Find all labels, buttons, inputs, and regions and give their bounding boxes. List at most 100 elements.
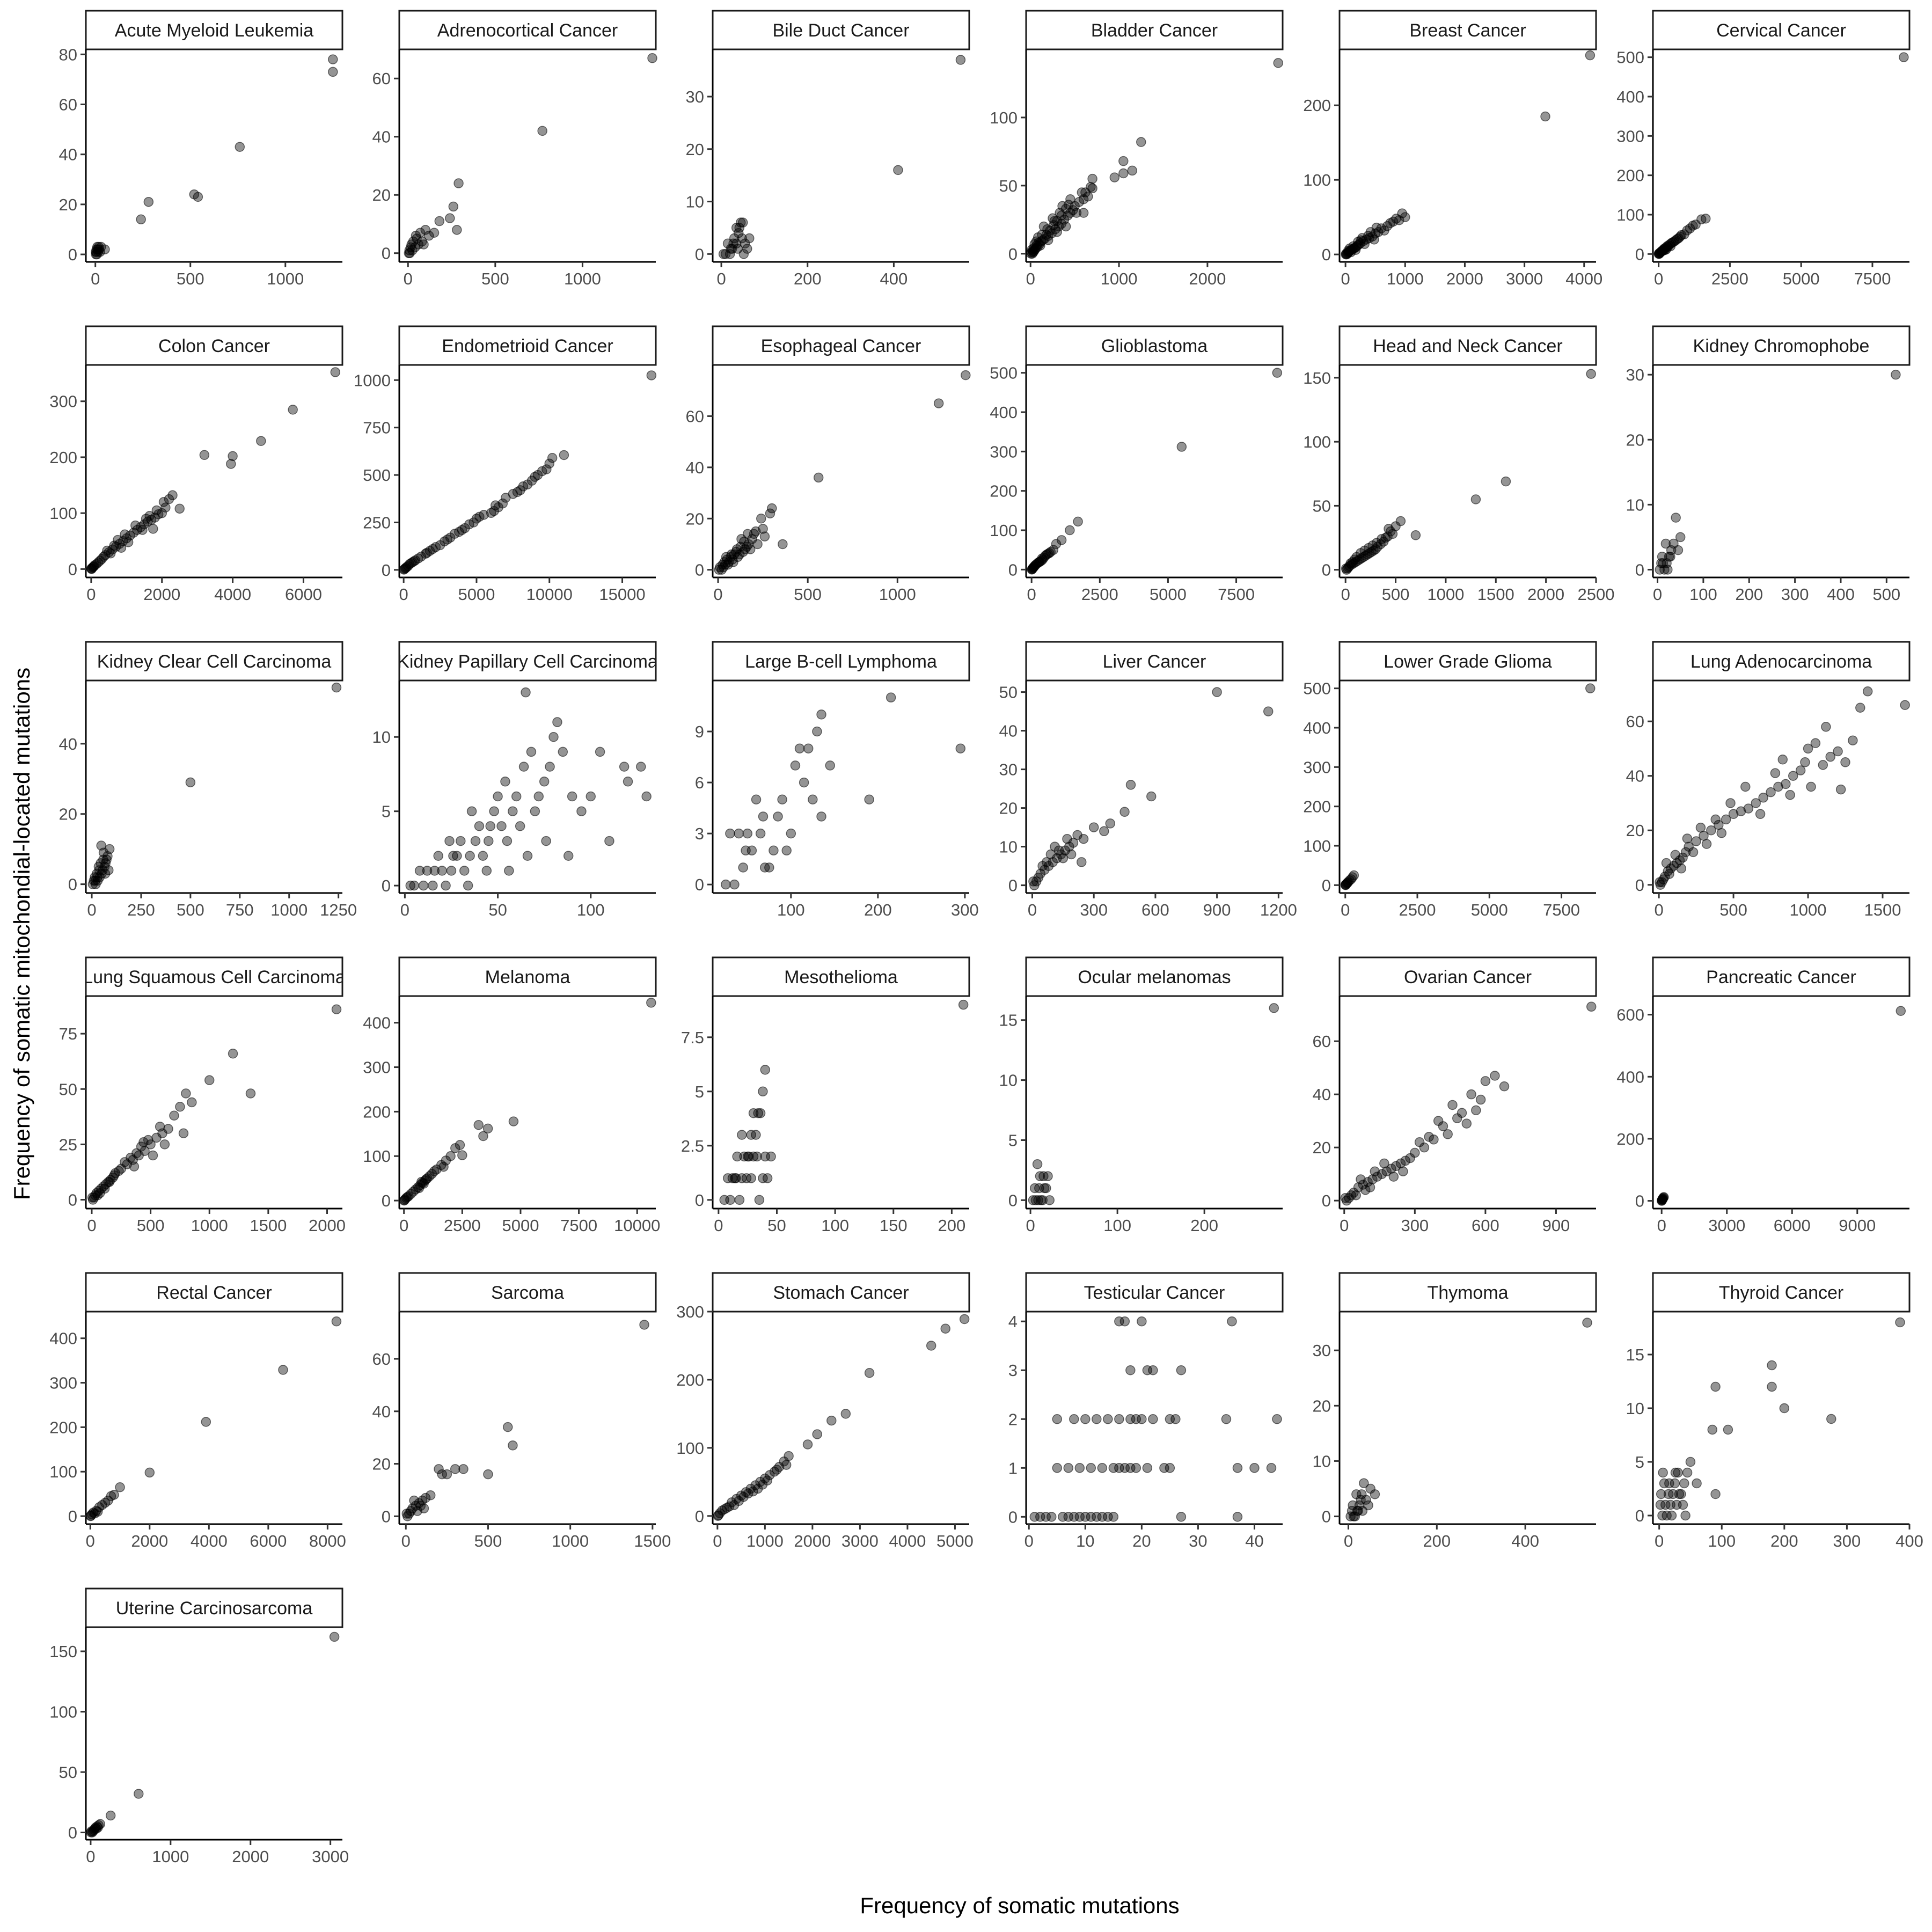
data-point	[1398, 1166, 1408, 1176]
data-point	[486, 508, 496, 518]
data-point	[169, 1110, 179, 1121]
data-point	[1680, 1510, 1690, 1521]
x-tick-label: 0	[713, 1532, 722, 1550]
data-point	[720, 249, 731, 259]
y-tick-label: 0	[1008, 560, 1018, 579]
x-tick-label: 600	[1141, 901, 1169, 919]
data-point	[1381, 1166, 1392, 1176]
data-point	[1146, 791, 1157, 802]
data-point	[278, 1365, 288, 1375]
data-point	[1052, 226, 1062, 237]
y-tick-label: 2.5	[681, 1137, 704, 1155]
y-tick-label: 100	[363, 1147, 391, 1166]
data-point	[512, 487, 523, 497]
y-tick-label: 0	[382, 876, 391, 895]
data-point	[1071, 208, 1082, 218]
data-point	[1701, 839, 1712, 849]
data-point	[1659, 1478, 1670, 1489]
y-tick-label: 60	[1626, 712, 1644, 731]
y-tick-label: 100	[49, 504, 77, 523]
data-point	[433, 851, 443, 861]
data-point	[1087, 183, 1097, 194]
data-point	[1227, 1316, 1237, 1327]
data-point	[441, 880, 451, 891]
data-point	[1051, 539, 1062, 549]
data-point	[151, 505, 162, 516]
data-point	[288, 405, 298, 415]
data-point	[769, 845, 779, 856]
facet-panel: Colon Cancer 0 2000 4000 6000 0 100 200 300	[49, 325, 343, 604]
data-point	[1034, 557, 1044, 567]
data-point	[1232, 1463, 1243, 1473]
data-point	[563, 851, 574, 861]
data-point	[1372, 1172, 1382, 1182]
data-point	[515, 821, 525, 831]
y-tick-label: 40	[1626, 767, 1644, 786]
data-point	[444, 836, 455, 846]
data-point	[786, 828, 796, 839]
data-point	[1212, 687, 1222, 697]
data-point	[411, 230, 421, 241]
y-tick-label: 30	[1626, 365, 1644, 384]
data-point	[731, 1173, 741, 1183]
x-tick-label: 3000	[1506, 269, 1543, 288]
data-point	[955, 55, 966, 65]
x-tick-label: 40	[1245, 1532, 1263, 1550]
data-point	[1032, 1159, 1043, 1169]
data-point	[90, 1508, 100, 1519]
y-tick-label: 2	[1008, 1410, 1018, 1429]
data-point	[1078, 208, 1089, 218]
y-tick-label: 40	[372, 1402, 391, 1421]
data-point	[1080, 1512, 1091, 1522]
x-tick-label: 750	[226, 901, 254, 919]
y-tick-label: 200	[1303, 797, 1331, 816]
data-point	[1706, 825, 1716, 836]
data-point	[245, 1088, 256, 1099]
data-point	[1670, 1478, 1680, 1489]
data-point	[752, 1483, 763, 1494]
data-point	[1391, 1161, 1401, 1172]
y-tick-label: 0	[68, 560, 77, 579]
data-point	[752, 1151, 762, 1162]
x-tick-label: 0	[86, 585, 96, 604]
data-point	[1029, 880, 1040, 890]
y-tick-label: 60	[372, 1350, 391, 1368]
y-tick-label: 5	[1635, 1453, 1644, 1472]
data-point	[1466, 1089, 1476, 1100]
data-point	[1088, 822, 1099, 832]
y-tick-label: 20	[1313, 1138, 1331, 1157]
data-point	[955, 743, 966, 753]
data-point	[1767, 1381, 1777, 1392]
facet-title: Stomach Cancer	[773, 1283, 909, 1303]
data-point	[415, 1501, 426, 1511]
facet-panel: Liver Cancer 0 300 600 900 1200 0 10 20 30 40 50	[999, 641, 1297, 919]
y-tick-label: 10	[1313, 1452, 1331, 1470]
data-point	[92, 1190, 103, 1201]
y-tick-label: 200	[49, 1418, 77, 1437]
y-tick-label: 300	[990, 442, 1018, 461]
data-point	[1499, 1081, 1510, 1092]
data-point	[548, 731, 559, 742]
y-tick-label: 500	[990, 364, 1018, 383]
data-point	[1751, 798, 1761, 808]
data-point	[1695, 822, 1706, 833]
y-tick-label: 200	[1616, 1130, 1644, 1148]
facet-panel: Bile Duct Cancer 0 200 400 0 10 20 30	[686, 10, 970, 288]
data-point	[1821, 722, 1831, 732]
data-point	[1675, 231, 1685, 242]
x-tick-label: 0	[1653, 585, 1662, 604]
data-point	[329, 1631, 340, 1642]
data-point	[102, 545, 112, 556]
data-point	[1069, 1512, 1079, 1522]
data-point	[86, 564, 97, 574]
data-point	[404, 248, 414, 258]
data-point	[1269, 1003, 1279, 1013]
data-point	[1663, 1489, 1674, 1499]
x-tick-label: 0	[1655, 1532, 1664, 1550]
y-tick-label: 500	[363, 466, 391, 485]
data-point	[778, 539, 788, 550]
x-tick-label: 5000	[936, 1532, 974, 1550]
data-point	[765, 508, 775, 518]
data-point	[758, 811, 769, 822]
x-tick-label: 6000	[250, 1532, 287, 1550]
